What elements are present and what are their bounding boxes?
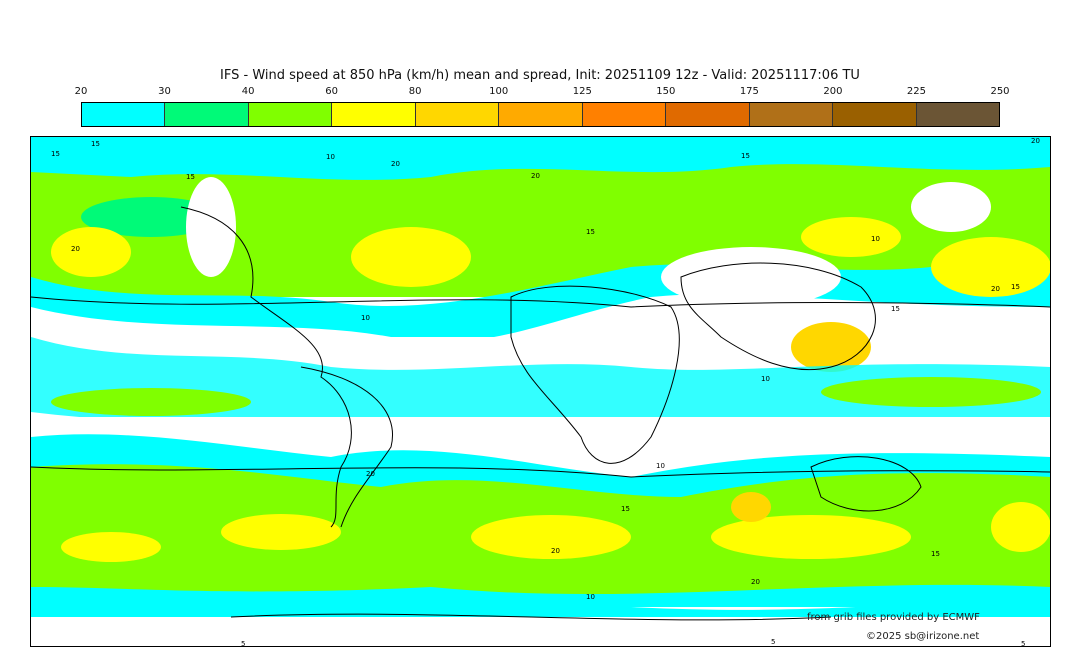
contour-label: 15: [891, 305, 900, 313]
contour-label: 10: [361, 314, 370, 322]
contour-label: 20: [991, 285, 1000, 293]
contour-label: 20: [531, 172, 540, 180]
high-wind-patch: [351, 227, 471, 287]
colorbar-tick-label: 20: [74, 86, 88, 97]
contour-label: 10: [871, 235, 880, 243]
colorbar-swatch: [499, 103, 583, 126]
source-credit: from grib files provided by ECMWF: [807, 612, 980, 623]
contour-label: 5: [771, 638, 775, 646]
colorbar-tick-label: 80: [408, 86, 422, 97]
colorbar-ticks: 20 30 40 60 80 100 125 150 175 200 225 250: [75, 86, 1010, 100]
contour-label: 20: [551, 547, 560, 555]
contour-label: 15: [91, 140, 100, 148]
contour-label: 20: [751, 578, 760, 586]
colorbar-swatch: [332, 103, 416, 126]
contour-label: 10: [656, 462, 665, 470]
chart-title: IFS - Wind speed at 850 hPa (km/h) mean …: [220, 68, 860, 83]
contour-label: 15: [1011, 283, 1020, 291]
colorbar-swatch: [82, 103, 166, 126]
colorbar-tick-label: 40: [241, 86, 255, 97]
contour-label: 10: [586, 593, 595, 601]
contour-label: 15: [741, 152, 750, 160]
colorbar-swatch: [833, 103, 917, 126]
colorbar-swatch: [749, 103, 834, 126]
colorbar: [81, 102, 1000, 127]
colorbar-tick-label: 200: [823, 86, 843, 97]
colorbar-swatch: [582, 103, 667, 126]
colorbar-tick-label: 125: [572, 86, 592, 97]
colorbar-tick-label: 60: [325, 86, 338, 97]
contour-label: 15: [931, 550, 940, 558]
contour-label: 20: [366, 470, 375, 478]
colorbar-swatch: [165, 103, 249, 126]
colorbar-tick-label: 100: [489, 86, 509, 97]
contour-label: 10: [326, 153, 335, 161]
colorbar-swatch: [415, 103, 500, 126]
contour-label: 10: [761, 375, 770, 383]
copyright: ©2025 sb@irizone.net: [866, 631, 980, 642]
coastlines: [31, 206, 1050, 621]
colorbar-tick-label: 175: [739, 86, 759, 97]
colorbar-tick-label: 250: [990, 86, 1010, 97]
contour-label: 20: [391, 160, 400, 168]
contour-label: 5: [1021, 640, 1025, 646]
colorbar-tick-label: 30: [158, 86, 171, 97]
contour-label: 15: [51, 150, 60, 158]
map-svg: 15 15 15 10 20 20 15 20 10 15 20 15 10 15 20 20 10 15 20 20…: [31, 137, 1050, 646]
contour-label: 20: [1031, 137, 1040, 145]
contour-label: 15: [586, 228, 595, 236]
colorbar-tick-label: 225: [906, 86, 926, 97]
contour-label: 20: [71, 245, 80, 253]
contour-label: 15: [186, 173, 195, 181]
colorbar-swatch: [248, 103, 333, 126]
colorbar-swatch: [916, 103, 999, 126]
contour-label: 15: [621, 505, 630, 513]
colorbar-swatch: [666, 103, 750, 126]
wind-speed-map: 15 15 15 10 20 20 15 20 10 15 20 15 10 15 20 20 10 15 20 20…: [30, 136, 1051, 647]
colorbar-tick-label: 150: [656, 86, 676, 97]
contour-label: 5: [241, 640, 245, 646]
